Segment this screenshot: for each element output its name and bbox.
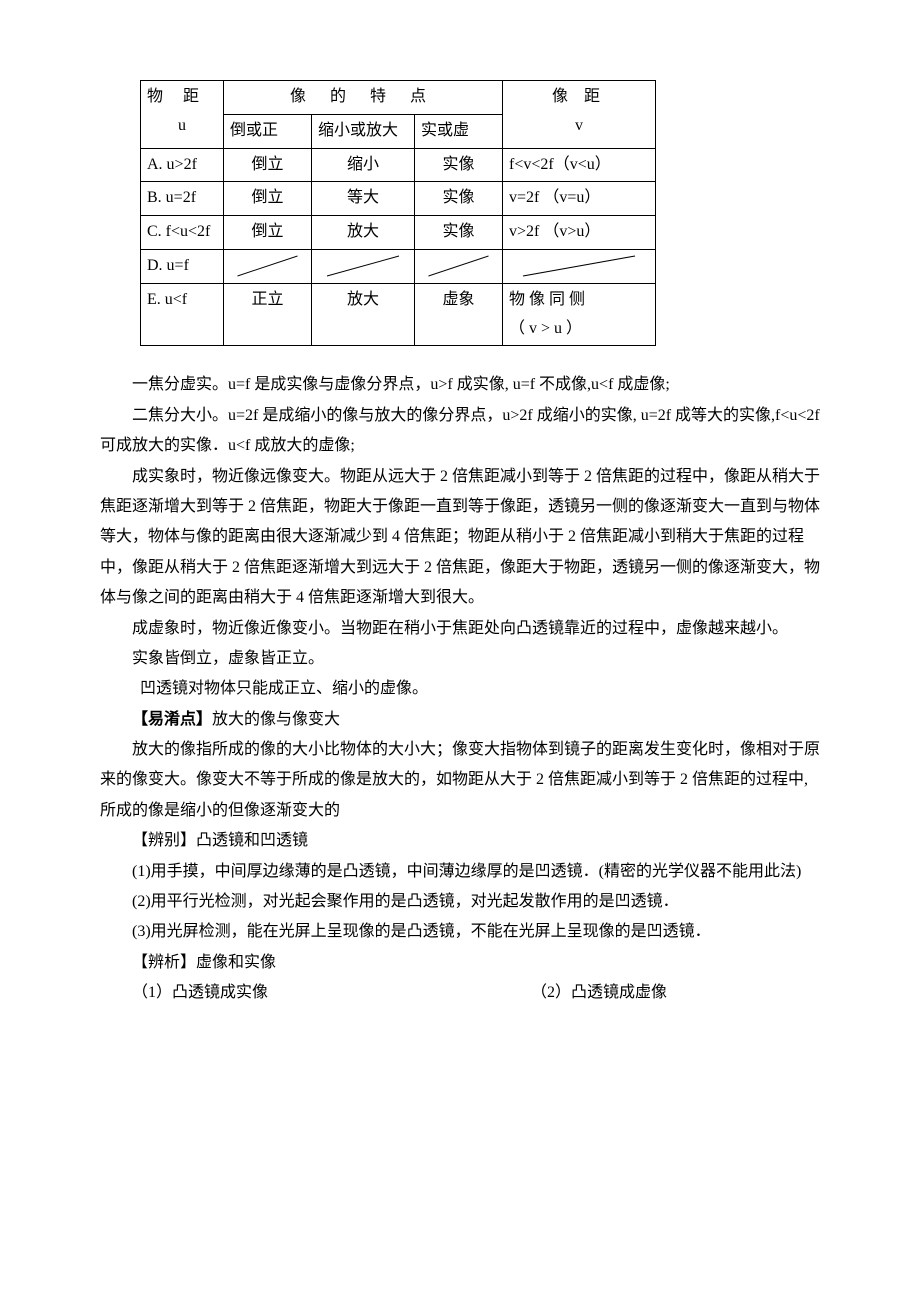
header-image-characteristics: 像 的 特 点	[224, 81, 503, 115]
document-page: 物 距 u 像 的 特 点 像 距 v 倒或正 缩小或放大 实或虚 A. u>2…	[0, 0, 920, 1089]
paragraph-analysis: 【辨析】虚像和实像	[100, 948, 820, 978]
slash-icon	[421, 252, 496, 280]
paragraph-distinguish: 【辨别】凸透镜和凹透镜	[100, 826, 820, 856]
cell-size: 放大	[312, 216, 415, 250]
cell-size: 放大	[312, 283, 415, 346]
table-row: D. u=f	[141, 249, 656, 283]
cell-type: 实像	[415, 148, 503, 182]
slash-icon	[509, 252, 649, 280]
paragraph: (3)用光屏检测，能在光屏上呈现像的是凸透镜，不能在光屏上呈现像的是凹透镜．	[100, 917, 820, 947]
cell-orient: 倒立	[224, 148, 312, 182]
cell-u: B. u=2f	[141, 182, 224, 216]
col-right: （2）凸透镜成虚像	[531, 984, 667, 1001]
cell-v: v>2f （v>u）	[503, 216, 656, 250]
cell-type: 实像	[415, 216, 503, 250]
cell-orient: 倒立	[224, 182, 312, 216]
cell-size: 等大	[312, 182, 415, 216]
label-confusing-point: 【易淆点】	[132, 711, 212, 728]
table-row: C. f<u<2f 倒立 放大 实像 v>2f （v>u）	[141, 216, 656, 250]
cell-v: v=2f （v=u）	[503, 182, 656, 216]
paragraph: 二焦分大小。u=2f 是成缩小的像与放大的像分界点，u>2f 成缩小的实像, u…	[100, 401, 820, 462]
cell-orient	[224, 249, 312, 283]
header-orientation: 倒或正	[224, 114, 312, 148]
hdr-u-label: 物 距	[147, 83, 217, 112]
paragraph: 放大的像指所成的像的大小比物体的大小大；像变大指物体到镜子的距离发生变化时，像相…	[100, 735, 820, 826]
paragraph: 成虚象时，物近像近像变小。当物距在稍小于焦距处向凸透镜靠近的过程中，虚像越来越小…	[100, 614, 820, 644]
cell-size	[312, 249, 415, 283]
text: 放大的像与像变大	[212, 711, 340, 728]
lens-imaging-table: 物 距 u 像 的 特 点 像 距 v 倒或正 缩小或放大 实或虚 A. u>2…	[140, 80, 656, 346]
cell-u: A. u>2f	[141, 148, 224, 182]
paragraph: (1)用手摸，中间厚边缘薄的是凸透镜，中间薄边缘厚的是凹透镜．(精密的光学仪器不…	[100, 857, 820, 887]
cell-v: 物像同侧（v>u）	[503, 283, 656, 346]
cell-orient: 正立	[224, 283, 312, 346]
cell-u: C. f<u<2f	[141, 216, 224, 250]
header-real-virtual: 实或虚	[415, 114, 503, 148]
col-left: （1）凸透镜成实像	[132, 978, 531, 1008]
table-row: E. u<f 正立 放大 虚象 物像同侧（v>u）	[141, 283, 656, 346]
table-row: A. u>2f 倒立 缩小 实像 f<v<2f（v<u）	[141, 148, 656, 182]
hdr-v-label: 像 距	[509, 83, 649, 112]
cell-u: D. u=f	[141, 249, 224, 283]
paragraph: 一焦分虚实。u=f 是成实像与虚像分界点，u>f 成实像, u=f 不成像,u<…	[100, 370, 820, 400]
paragraph: 凹透镜对物体只能成正立、缩小的虚像。	[100, 674, 820, 704]
paragraph: (2)用平行光检测，对光起会聚作用的是凸透镜，对光起发散作用的是凹透镜．	[100, 887, 820, 917]
paragraph: 实象皆倒立，虚象皆正立。	[100, 644, 820, 674]
slash-icon	[230, 252, 305, 280]
cell-size: 缩小	[312, 148, 415, 182]
slash-icon	[318, 252, 408, 280]
header-magnification: 缩小或放大	[312, 114, 415, 148]
header-image-distance: 像 距 v	[503, 81, 656, 149]
table-header-row-1: 物 距 u 像 的 特 点 像 距 v	[141, 81, 656, 115]
cell-v: f<v<2f（v<u）	[503, 148, 656, 182]
cell-type	[415, 249, 503, 283]
cell-type: 虚象	[415, 283, 503, 346]
paragraph-two-col: （1）凸透镜成实像（2）凸透镜成虚像	[100, 978, 820, 1008]
cell-u: E. u<f	[141, 283, 224, 346]
hdr-u-symbol: u	[147, 112, 217, 141]
cell-orient: 倒立	[224, 216, 312, 250]
header-object-distance: 物 距 u	[141, 81, 224, 149]
hdr-v-symbol: v	[509, 112, 649, 141]
cell-type: 实像	[415, 182, 503, 216]
cell-v	[503, 249, 656, 283]
table-row: B. u=2f 倒立 等大 实像 v=2f （v=u）	[141, 182, 656, 216]
paragraph-confusing-point: 【易淆点】放大的像与像变大	[100, 705, 820, 735]
paragraph: 成实象时，物近像远像变大。物距从远大于 2 倍焦距减小到等于 2 倍焦距的过程中…	[100, 462, 820, 614]
